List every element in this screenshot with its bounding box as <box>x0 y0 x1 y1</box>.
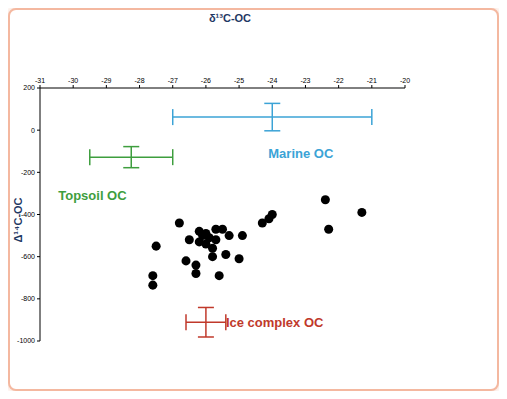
svg-text:-25: -25 <box>234 77 244 84</box>
svg-text:-27: -27 <box>168 77 178 84</box>
svg-text:-29: -29 <box>101 77 111 84</box>
html-text:Δ¹⁴C-OC: Δ¹⁴C-OC <box>12 197 24 243</box>
svg-text:-30: -30 <box>68 77 78 84</box>
svg-text:-20: -20 <box>400 77 410 84</box>
svg-text:-200: -200 <box>21 169 35 176</box>
svg-text:-22: -22 <box>334 77 344 84</box>
svg-text:-800: -800 <box>21 295 35 302</box>
svg-text:Marine OC: Marine OC <box>268 146 334 161</box>
svg-text:-1000: -1000 <box>17 337 35 344</box>
svg-text:-21: -21 <box>367 77 377 84</box>
svg-text:Ice complex OC: Ice complex OC <box>226 315 324 330</box>
svg-text:-24: -24 <box>267 77 277 84</box>
svg-text:-600: -600 <box>21 253 35 260</box>
svg-text:-31: -31 <box>35 77 45 84</box>
svg-text:0: 0 <box>31 127 35 134</box>
html-text:δ¹³C-OC: δ¹³C-OC <box>208 12 251 24</box>
svg-text:-26: -26 <box>201 77 211 84</box>
svg-text:-28: -28 <box>134 77 144 84</box>
svg-text:-400: -400 <box>21 211 35 218</box>
svg-text:200: 200 <box>23 84 35 91</box>
svg-text:Topsoil OC: Topsoil OC <box>58 188 127 203</box>
svg-text:-23: -23 <box>300 77 310 84</box>
